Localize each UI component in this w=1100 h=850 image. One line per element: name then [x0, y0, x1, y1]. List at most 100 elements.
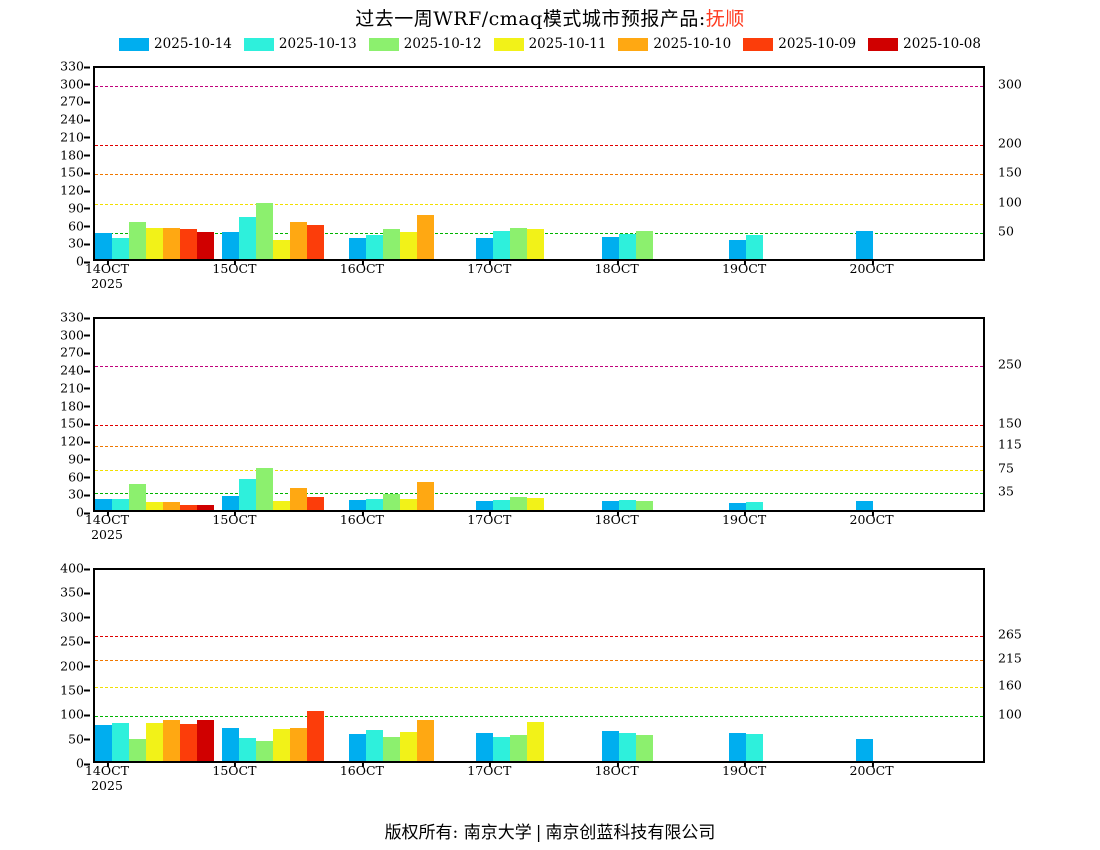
bar[interactable]	[146, 722, 163, 761]
bar[interactable]	[416, 719, 434, 761]
bar[interactable]	[163, 501, 180, 510]
bar[interactable]	[492, 499, 510, 510]
bar[interactable]	[382, 736, 400, 761]
bar[interactable]	[255, 741, 273, 761]
bar[interactable]	[95, 233, 112, 259]
bar[interactable]	[272, 728, 290, 761]
bar[interactable]	[238, 217, 256, 259]
bar[interactable]	[619, 233, 637, 259]
bar[interactable]	[348, 499, 366, 510]
bar[interactable]	[475, 237, 493, 259]
bar[interactable]	[382, 228, 400, 259]
bar[interactable]	[619, 499, 637, 510]
legend-item[interactable]: 2025-10-08	[868, 36, 981, 52]
bar[interactable]	[112, 237, 129, 259]
bar[interactable]	[348, 237, 366, 259]
bar[interactable]	[348, 734, 366, 761]
bar[interactable]	[306, 225, 324, 259]
legend-item[interactable]: 2025-10-09	[743, 36, 856, 52]
bar[interactable]	[129, 738, 146, 761]
bar[interactable]	[306, 497, 324, 510]
bar[interactable]	[163, 227, 180, 259]
bar[interactable]	[180, 229, 197, 259]
bar[interactable]	[856, 501, 874, 510]
y-tick-mark	[84, 207, 90, 210]
bar[interactable]	[163, 720, 180, 761]
bar[interactable]	[526, 721, 544, 761]
y-tick-mark	[84, 66, 90, 68]
bar[interactable]	[112, 723, 129, 761]
bar[interactable]	[729, 240, 747, 259]
bar[interactable]	[180, 724, 197, 761]
threshold-label: 200	[998, 135, 1022, 151]
bar[interactable]	[382, 494, 400, 510]
bar[interactable]	[221, 728, 239, 761]
bar[interactable]	[526, 497, 544, 510]
legend-item[interactable]: 2025-10-12	[368, 36, 482, 52]
bar[interactable]	[272, 500, 290, 510]
bar[interactable]	[255, 468, 273, 510]
bar[interactable]	[602, 236, 620, 259]
bar[interactable]	[238, 737, 256, 761]
bar[interactable]	[112, 499, 129, 510]
bar[interactable]	[289, 487, 307, 510]
bar[interactable]	[289, 727, 307, 761]
bar[interactable]	[509, 735, 527, 761]
bar[interactable]	[365, 235, 383, 259]
bar[interactable]	[509, 497, 527, 510]
threshold-line	[95, 174, 983, 176]
bar[interactable]	[416, 481, 434, 510]
legend-item[interactable]: 2025-10-14	[119, 36, 232, 52]
bar[interactable]	[146, 502, 163, 510]
threshold-label: 100	[998, 706, 1022, 722]
bar[interactable]	[95, 499, 112, 510]
bar-group	[856, 68, 983, 259]
bar[interactable]	[746, 734, 764, 761]
bar[interactable]	[746, 501, 764, 510]
bar[interactable]	[729, 502, 747, 510]
legend-item[interactable]: 2025-10-10	[618, 36, 731, 52]
bar[interactable]	[95, 724, 112, 761]
bar[interactable]	[306, 711, 324, 761]
bar[interactable]	[636, 500, 654, 510]
bar[interactable]	[255, 202, 273, 259]
bar[interactable]	[475, 501, 493, 510]
legend-item[interactable]: 2025-10-11	[493, 36, 606, 52]
bar[interactable]	[619, 732, 637, 761]
bar[interactable]	[602, 501, 620, 510]
bar[interactable]	[856, 739, 874, 761]
bar[interactable]	[492, 736, 510, 761]
bar[interactable]	[475, 733, 493, 761]
bar[interactable]	[509, 227, 527, 259]
bar[interactable]	[399, 232, 417, 259]
bar[interactable]	[221, 232, 239, 259]
bar[interactable]	[602, 730, 620, 761]
bar[interactable]	[289, 222, 307, 259]
bar[interactable]	[636, 735, 654, 761]
legend-item[interactable]: 2025-10-13	[243, 36, 357, 52]
legend-swatch	[618, 37, 649, 51]
y-tick-label: 120	[40, 183, 90, 198]
bar[interactable]	[856, 231, 874, 259]
bar[interactable]	[492, 231, 510, 259]
bar[interactable]	[197, 505, 214, 510]
bar[interactable]	[129, 484, 146, 510]
bar[interactable]	[526, 228, 544, 259]
bar[interactable]	[180, 504, 197, 510]
bar[interactable]	[197, 720, 214, 761]
bar[interactable]	[365, 729, 383, 761]
bar[interactable]	[146, 228, 163, 259]
bar[interactable]	[636, 231, 654, 259]
bar[interactable]	[238, 479, 256, 510]
bar[interactable]	[399, 731, 417, 761]
bar[interactable]	[729, 732, 747, 761]
bar[interactable]	[272, 239, 290, 259]
bar[interactable]	[416, 214, 434, 259]
bar[interactable]	[746, 234, 764, 259]
bar[interactable]	[399, 498, 417, 510]
bar[interactable]	[197, 232, 214, 259]
bar[interactable]	[221, 496, 239, 510]
bar[interactable]	[365, 498, 383, 510]
x-tick-label: 19OCT	[722, 510, 767, 527]
bar[interactable]	[129, 221, 146, 259]
